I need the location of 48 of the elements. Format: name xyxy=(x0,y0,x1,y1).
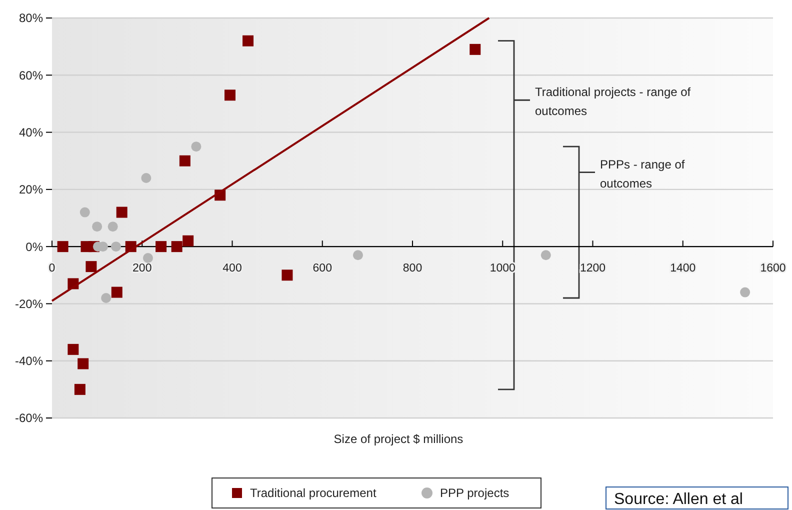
point xyxy=(352,250,363,260)
point xyxy=(470,44,481,55)
x-tick-label: 800 xyxy=(402,262,422,275)
y-tick-label: -40% xyxy=(14,354,44,368)
point xyxy=(74,384,86,395)
x-tick-label: 600 xyxy=(312,262,332,275)
source-note: Source: Allen et al xyxy=(614,491,743,508)
point xyxy=(242,35,254,46)
y-tick-label: -60% xyxy=(14,411,44,426)
point xyxy=(282,270,293,281)
x-tick-label: 200 xyxy=(132,262,152,275)
legend-label: Traditional procurement xyxy=(250,486,377,500)
point xyxy=(86,261,97,272)
x-axis-title: Size of project $ millions xyxy=(334,432,464,446)
point xyxy=(101,293,112,303)
point xyxy=(182,235,194,246)
point xyxy=(156,241,167,252)
y-tick-label: 0% xyxy=(26,240,44,254)
point xyxy=(540,250,551,260)
x-tick-label: 1200 xyxy=(580,262,606,275)
point xyxy=(78,358,89,370)
point xyxy=(57,241,68,252)
point xyxy=(179,155,190,166)
point xyxy=(92,222,102,232)
y-tick-label: -20% xyxy=(14,296,44,311)
point xyxy=(171,241,182,252)
point xyxy=(142,253,153,263)
x-tick-label: 400 xyxy=(222,262,242,275)
point xyxy=(141,173,152,183)
point xyxy=(224,90,236,101)
annotation: Traditional projects - range of outcomes xyxy=(535,85,692,118)
annotation: PPPs - range of outcomes xyxy=(600,157,686,190)
point xyxy=(110,242,121,252)
y-tick-label: 80% xyxy=(18,11,44,26)
point xyxy=(68,344,79,355)
point xyxy=(80,207,90,218)
x-tick-label: 1400 xyxy=(670,262,696,275)
point xyxy=(191,142,202,152)
point xyxy=(111,286,122,298)
point xyxy=(740,287,750,298)
y-tick-label: 20% xyxy=(18,182,44,197)
y-tick-label: 60% xyxy=(18,68,44,82)
point xyxy=(116,206,128,218)
point xyxy=(108,222,118,232)
x-tick-label: 1600 xyxy=(760,262,786,275)
x-tick-label: 0 xyxy=(48,262,56,275)
legend-label: PPP projects xyxy=(440,486,510,500)
y-tick-label: 40% xyxy=(18,125,44,140)
